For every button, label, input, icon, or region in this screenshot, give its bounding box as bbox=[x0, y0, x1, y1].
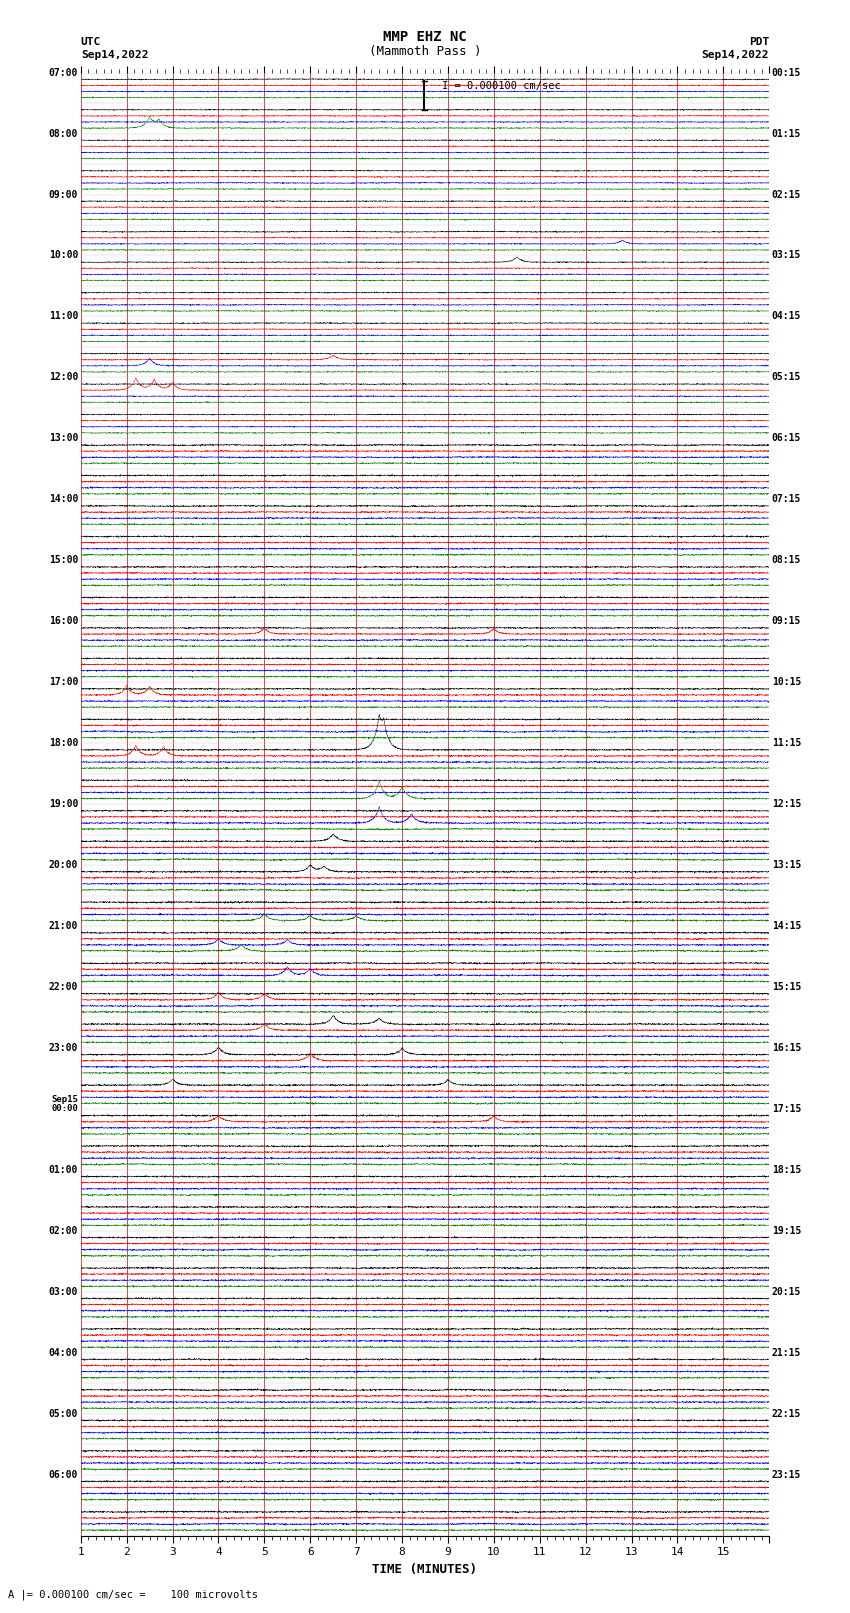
Text: (Mammoth Pass ): (Mammoth Pass ) bbox=[369, 45, 481, 58]
Text: I = 0.000100 cm/sec: I = 0.000100 cm/sec bbox=[442, 81, 561, 90]
Text: 12:15: 12:15 bbox=[772, 798, 802, 810]
Text: 13:00: 13:00 bbox=[48, 434, 78, 444]
Text: 21:15: 21:15 bbox=[772, 1348, 802, 1358]
Text: 15:15: 15:15 bbox=[772, 982, 802, 992]
Text: 09:15: 09:15 bbox=[772, 616, 802, 626]
Text: 12:00: 12:00 bbox=[48, 373, 78, 382]
Text: 03:00: 03:00 bbox=[48, 1287, 78, 1297]
Text: 10:15: 10:15 bbox=[772, 677, 802, 687]
Text: 05:15: 05:15 bbox=[772, 373, 802, 382]
Text: 04:00: 04:00 bbox=[48, 1348, 78, 1358]
Text: 08:00: 08:00 bbox=[48, 129, 78, 139]
Text: 06:15: 06:15 bbox=[772, 434, 802, 444]
Text: 01:00: 01:00 bbox=[48, 1165, 78, 1174]
Text: 08:15: 08:15 bbox=[772, 555, 802, 565]
Text: Sep14,2022: Sep14,2022 bbox=[702, 50, 769, 60]
Text: 07:00: 07:00 bbox=[48, 68, 78, 77]
Text: Sep15: Sep15 bbox=[51, 1095, 78, 1103]
Text: UTC: UTC bbox=[81, 37, 101, 47]
Text: 13:15: 13:15 bbox=[772, 860, 802, 869]
Text: 16:00: 16:00 bbox=[48, 616, 78, 626]
Text: 14:00: 14:00 bbox=[48, 494, 78, 505]
Text: 18:15: 18:15 bbox=[772, 1165, 802, 1174]
Text: A |= 0.000100 cm/sec =    100 microvolts: A |= 0.000100 cm/sec = 100 microvolts bbox=[8, 1589, 258, 1600]
Text: 21:00: 21:00 bbox=[48, 921, 78, 931]
Text: 03:15: 03:15 bbox=[772, 250, 802, 260]
Text: 04:15: 04:15 bbox=[772, 311, 802, 321]
Text: 16:15: 16:15 bbox=[772, 1044, 802, 1053]
Text: 00:15: 00:15 bbox=[772, 68, 802, 77]
X-axis label: TIME (MINUTES): TIME (MINUTES) bbox=[372, 1563, 478, 1576]
Text: 20:00: 20:00 bbox=[48, 860, 78, 869]
Text: 02:15: 02:15 bbox=[772, 189, 802, 200]
Text: 15:00: 15:00 bbox=[48, 555, 78, 565]
Text: 23:15: 23:15 bbox=[772, 1469, 802, 1479]
Text: 00:00: 00:00 bbox=[51, 1105, 78, 1113]
Text: 06:00: 06:00 bbox=[48, 1469, 78, 1479]
Text: 11:15: 11:15 bbox=[772, 739, 802, 748]
Text: 14:15: 14:15 bbox=[772, 921, 802, 931]
Text: PDT: PDT bbox=[749, 37, 769, 47]
Text: 20:15: 20:15 bbox=[772, 1287, 802, 1297]
Text: 22:15: 22:15 bbox=[772, 1408, 802, 1419]
Text: MMP EHZ NC: MMP EHZ NC bbox=[383, 29, 467, 44]
Text: 18:00: 18:00 bbox=[48, 739, 78, 748]
Text: 09:00: 09:00 bbox=[48, 189, 78, 200]
Text: 22:00: 22:00 bbox=[48, 982, 78, 992]
Text: 17:00: 17:00 bbox=[48, 677, 78, 687]
Text: 17:15: 17:15 bbox=[772, 1103, 802, 1115]
Text: Sep14,2022: Sep14,2022 bbox=[81, 50, 148, 60]
Text: 11:00: 11:00 bbox=[48, 311, 78, 321]
Text: 05:00: 05:00 bbox=[48, 1408, 78, 1419]
Text: 19:15: 19:15 bbox=[772, 1226, 802, 1236]
Text: 07:15: 07:15 bbox=[772, 494, 802, 505]
Text: 02:00: 02:00 bbox=[48, 1226, 78, 1236]
Text: 10:00: 10:00 bbox=[48, 250, 78, 260]
Text: 19:00: 19:00 bbox=[48, 798, 78, 810]
Text: 01:15: 01:15 bbox=[772, 129, 802, 139]
Text: 23:00: 23:00 bbox=[48, 1044, 78, 1053]
